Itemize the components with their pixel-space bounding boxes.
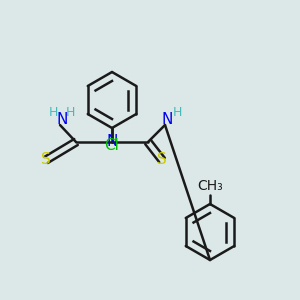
Text: N: N — [56, 112, 68, 128]
Text: S: S — [157, 152, 167, 167]
Text: CH₃: CH₃ — [197, 179, 223, 193]
Text: S: S — [41, 152, 51, 167]
Text: H: H — [65, 106, 75, 118]
Text: Cl: Cl — [105, 139, 119, 154]
Text: H: H — [172, 106, 182, 118]
Text: N: N — [106, 134, 118, 149]
Text: H: H — [48, 106, 58, 118]
Text: N: N — [161, 112, 173, 127]
